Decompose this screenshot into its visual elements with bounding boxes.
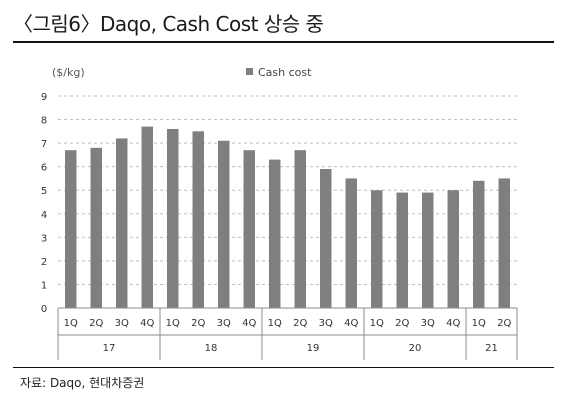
bar [116,138,128,308]
source-rule [13,367,554,368]
bar [320,169,332,308]
bar [422,192,434,308]
x-tick-label: 2Q [89,318,103,329]
y-tick-label: 6 [41,163,47,174]
x-tick-label: 1Q [166,318,180,329]
axes: 0 1 2 3 4 5 6 7 8 9 1Q 2Q 3Q 4Q 1Q 2Q 3Q 4Q 1Q 2Q 3Q 4Q 1Q 2Q 3Q… [41,92,518,360]
x-tick-label: 1Q [472,318,486,329]
y-tick-label: 1 [41,280,47,291]
bar [371,190,383,308]
x-group-label: 18 [205,343,218,354]
x-group-label: 21 [485,343,498,354]
bar [269,159,281,308]
source-note: 자료: Daqo, 현대차증권 [20,376,145,390]
y-unit-label: ($/kg) [52,66,85,79]
y-tick-label: 9 [41,92,47,103]
x-tick-label: 1Q [268,318,282,329]
x-tick-label: 3Q [319,318,333,329]
y-tick-label: 7 [41,139,47,150]
x-tick-label: 2Q [395,318,409,329]
x-group-label: 17 [103,343,116,354]
chart-title: 〈그림6〉Daqo, Cash Cost 상승 중 [13,12,324,36]
bar [447,190,459,308]
y-tick-label: 5 [41,186,47,197]
bar [218,140,230,308]
bar [473,180,485,308]
bar [141,126,153,308]
bar [498,178,510,308]
x-tick-label: 2Q [293,318,307,329]
bar [90,147,102,308]
y-tick-label: 4 [41,210,47,221]
bar [345,178,357,308]
y-tick-label: 2 [41,257,47,268]
x-tick-label: 4Q [140,318,154,329]
x-group-label: 20 [409,343,422,354]
x-tick-label: 3Q [115,318,129,329]
y-tick-label: 0 [41,304,47,315]
bar [294,150,306,308]
x-tick-label: 3Q [217,318,231,329]
x-tick-label: 4Q [242,318,256,329]
bars [65,126,510,308]
y-tick-label: 8 [41,116,47,127]
x-tick-label: 3Q [421,318,435,329]
bar-chart: 0 1 2 3 4 5 6 7 8 9 1Q 2Q 3Q 4Q 1Q 2Q 3Q 4Q 1Q 2Q 3Q 4Q 1Q 2Q 3Q… [41,66,518,360]
bar [396,192,408,308]
x-tick-label: 2Q [191,318,205,329]
title-rule [13,41,554,43]
legend-swatch [246,68,253,75]
y-tick-label: 3 [41,233,47,244]
x-group-label: 19 [307,343,320,354]
x-tick-label: 1Q [64,318,78,329]
x-tick-label: 4Q [446,318,460,329]
bar [243,150,255,308]
bar [65,150,77,308]
legend-label: Cash cost [258,66,312,79]
x-tick-label: 1Q [370,318,384,329]
x-tick-label: 2Q [497,318,511,329]
x-tick-label: 4Q [344,318,358,329]
gridlines [58,95,517,285]
bar [167,128,179,308]
bar [192,131,204,308]
